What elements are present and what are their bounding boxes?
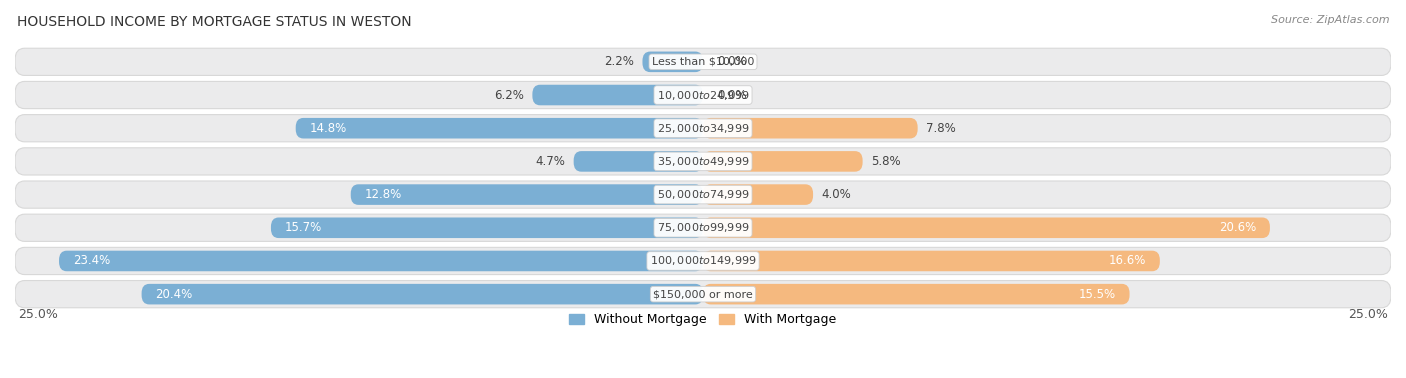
Text: $150,000 or more: $150,000 or more: [654, 289, 752, 299]
FancyBboxPatch shape: [271, 217, 703, 238]
FancyBboxPatch shape: [142, 284, 703, 304]
FancyBboxPatch shape: [15, 81, 1391, 108]
Text: Less than $10,000: Less than $10,000: [652, 57, 754, 67]
FancyBboxPatch shape: [15, 115, 1391, 142]
FancyBboxPatch shape: [15, 181, 1391, 208]
FancyBboxPatch shape: [703, 251, 1160, 271]
Text: 2.2%: 2.2%: [605, 55, 634, 68]
FancyBboxPatch shape: [15, 280, 1391, 308]
Text: 25.0%: 25.0%: [18, 308, 58, 321]
Text: $100,000 to $149,999: $100,000 to $149,999: [650, 254, 756, 268]
Text: 16.6%: 16.6%: [1109, 254, 1146, 268]
Text: 23.4%: 23.4%: [73, 254, 110, 268]
Text: Source: ZipAtlas.com: Source: ZipAtlas.com: [1271, 15, 1389, 25]
Text: $35,000 to $49,999: $35,000 to $49,999: [657, 155, 749, 168]
FancyBboxPatch shape: [15, 214, 1391, 242]
Text: 7.8%: 7.8%: [927, 122, 956, 135]
Text: 14.8%: 14.8%: [309, 122, 347, 135]
Text: $25,000 to $34,999: $25,000 to $34,999: [657, 122, 749, 135]
Text: HOUSEHOLD INCOME BY MORTGAGE STATUS IN WESTON: HOUSEHOLD INCOME BY MORTGAGE STATUS IN W…: [17, 15, 412, 29]
Text: 0.0%: 0.0%: [717, 55, 747, 68]
Text: 20.4%: 20.4%: [155, 288, 193, 301]
Text: 12.8%: 12.8%: [364, 188, 402, 201]
FancyBboxPatch shape: [15, 247, 1391, 274]
Text: 4.7%: 4.7%: [536, 155, 565, 168]
FancyBboxPatch shape: [59, 251, 703, 271]
FancyBboxPatch shape: [15, 148, 1391, 175]
Text: 20.6%: 20.6%: [1219, 221, 1256, 234]
FancyBboxPatch shape: [350, 184, 703, 205]
Text: 6.2%: 6.2%: [495, 88, 524, 102]
Text: 15.5%: 15.5%: [1078, 288, 1116, 301]
Text: 15.7%: 15.7%: [284, 221, 322, 234]
FancyBboxPatch shape: [703, 151, 863, 172]
Text: 4.0%: 4.0%: [821, 188, 851, 201]
Text: $75,000 to $99,999: $75,000 to $99,999: [657, 221, 749, 234]
FancyBboxPatch shape: [703, 284, 1129, 304]
FancyBboxPatch shape: [643, 51, 703, 72]
FancyBboxPatch shape: [295, 118, 703, 138]
FancyBboxPatch shape: [533, 85, 703, 105]
Legend: Without Mortgage, With Mortgage: Without Mortgage, With Mortgage: [564, 308, 842, 331]
Text: 25.0%: 25.0%: [1348, 308, 1388, 321]
FancyBboxPatch shape: [703, 217, 1270, 238]
Text: $10,000 to $24,999: $10,000 to $24,999: [657, 88, 749, 102]
FancyBboxPatch shape: [703, 118, 918, 138]
FancyBboxPatch shape: [703, 184, 813, 205]
Text: 5.8%: 5.8%: [870, 155, 900, 168]
Text: 0.0%: 0.0%: [717, 88, 747, 102]
Text: $50,000 to $74,999: $50,000 to $74,999: [657, 188, 749, 201]
FancyBboxPatch shape: [15, 48, 1391, 76]
FancyBboxPatch shape: [574, 151, 703, 172]
